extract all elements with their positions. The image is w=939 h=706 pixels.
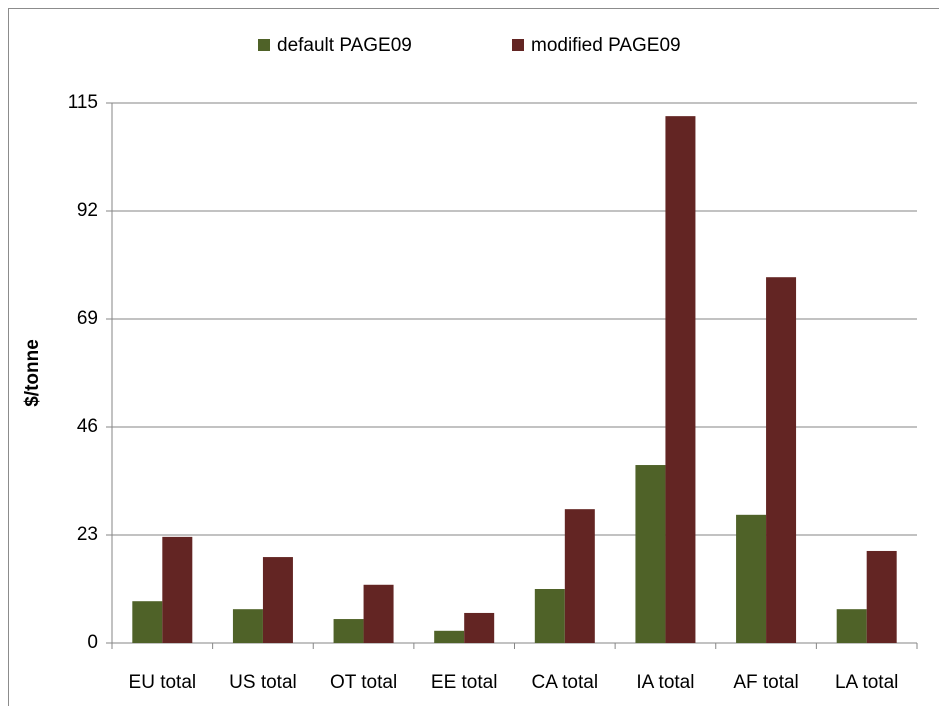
x-tick-label: AF total	[733, 672, 798, 693]
y-tick-label: 69	[77, 308, 98, 329]
x-tick-label: IA total	[636, 672, 694, 693]
legend-label: modified PAGE09	[531, 35, 681, 56]
legend-swatch	[258, 39, 270, 51]
x-tick-label: EE total	[431, 672, 498, 693]
bar	[534, 589, 565, 643]
y-tick-label: 115	[68, 92, 98, 113]
bar	[665, 116, 696, 643]
bar	[564, 509, 595, 643]
x-tick-label: US total	[229, 672, 297, 693]
legend-label: default PAGE09	[277, 35, 412, 56]
bar	[464, 612, 495, 643]
bar	[866, 550, 897, 643]
bar	[766, 277, 797, 643]
bar	[736, 514, 767, 643]
y-tick-label: 23	[77, 524, 98, 545]
bar	[836, 609, 867, 643]
x-tick-label: EU total	[129, 672, 197, 693]
x-tick-label: OT total	[330, 672, 397, 693]
bar	[262, 557, 293, 643]
bar	[162, 536, 193, 643]
y-axis-label: $/tonne	[22, 339, 43, 407]
y-tick-label: 46	[77, 416, 98, 437]
bar	[132, 601, 163, 643]
bar	[363, 584, 394, 643]
legend-swatch	[512, 39, 524, 51]
bar	[635, 465, 666, 643]
x-tick-label: LA total	[835, 672, 898, 693]
bar	[333, 619, 364, 643]
y-tick-label: 0	[87, 632, 98, 653]
y-tick-label: 92	[77, 200, 98, 221]
bar	[232, 609, 263, 643]
bar	[434, 630, 465, 643]
x-tick-label: CA total	[532, 672, 599, 693]
